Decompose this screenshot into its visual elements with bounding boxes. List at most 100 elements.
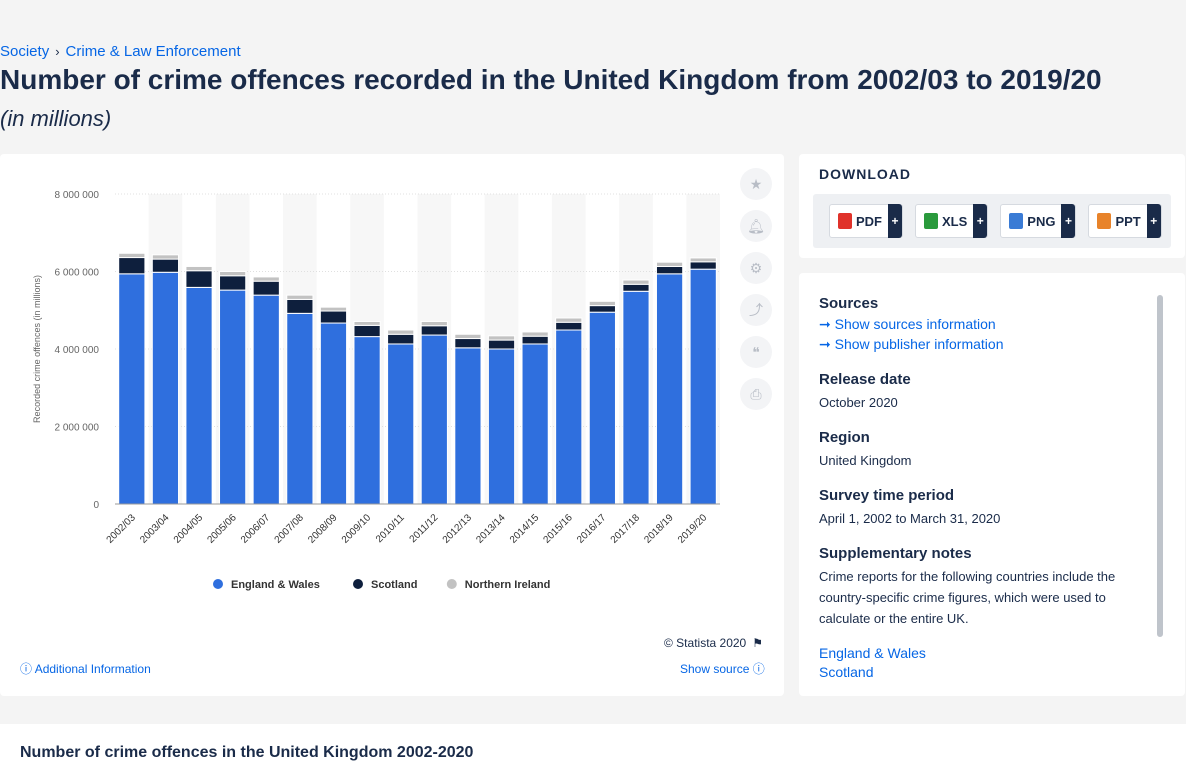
bar-scotland — [387, 333, 415, 345]
plus-icon[interactable]: + — [973, 204, 988, 238]
bar-scotland — [555, 321, 583, 331]
breadcrumb-separator: › — [55, 44, 60, 59]
bar-northern-ireland — [689, 257, 717, 263]
bar-england-wales — [118, 273, 146, 505]
additional-info-link[interactable]: ⓘ Additional Information — [20, 660, 151, 677]
region-heading: Region — [819, 429, 870, 446]
bar-scotland — [622, 283, 650, 292]
x-tick-label: 2017/18 — [609, 512, 643, 546]
legend-label: Northern Ireland — [465, 579, 551, 591]
bar-scotland — [151, 258, 180, 273]
bar-scotland — [252, 280, 280, 296]
region-value: United Kingdom — [819, 453, 912, 468]
supp-heading: Supplementary notes — [819, 545, 972, 562]
bar-england-wales — [353, 336, 381, 505]
share-icon[interactable]: ⤴ — [740, 294, 772, 326]
y-tick-label: 8 000 000 — [55, 190, 100, 201]
page-title: Number of crime offences recorded in the… — [0, 64, 1102, 95]
x-tick-label: 2008/09 — [306, 512, 340, 546]
stacked-bar-chart: 0 2 000 000 4 000 000 6 000 000 8 000 000 Rec… — [32, 190, 720, 591]
quote-icon[interactable]: ❝ — [740, 336, 772, 368]
x-tick-label: 2007/08 — [273, 512, 307, 546]
plus-icon[interactable]: + — [1061, 204, 1076, 238]
bar-scotland — [319, 310, 348, 324]
x-tick-label: 2011/12 — [408, 512, 441, 545]
supp-value: Crime reports for the following countrie… — [819, 569, 1116, 626]
download-png-button[interactable]: PNG + — [1000, 204, 1077, 238]
bar-northern-ireland — [219, 271, 247, 277]
bar-england-wales — [588, 311, 616, 505]
xls-icon — [924, 213, 938, 229]
bar-scotland — [118, 257, 146, 275]
bar-england-wales — [521, 343, 549, 505]
bar-scotland — [689, 261, 717, 270]
print-icon[interactable]: ⎙ — [740, 378, 772, 410]
x-tick-label: 2019/20 — [676, 512, 710, 546]
star-icon[interactable]: ★ — [740, 168, 772, 200]
bar-northern-ireland — [588, 300, 616, 307]
ppt-icon — [1097, 213, 1112, 229]
statista-credit: © Statista 2020 ⚑ — [664, 636, 763, 650]
bar-scotland — [521, 335, 549, 345]
download-pdf-button[interactable]: PDF + — [829, 204, 903, 238]
breadcrumb-society[interactable]: Society — [0, 43, 50, 60]
plus-icon[interactable]: + — [1146, 204, 1161, 238]
y-tick-label: 6 000 000 — [55, 268, 100, 279]
bar-scotland — [420, 325, 448, 336]
x-tick-label: 2010/11 — [374, 512, 407, 545]
download-xls-button[interactable]: XLS + — [915, 204, 989, 238]
bar-northern-ireland — [420, 320, 448, 327]
x-tick-label: 2002/03 — [105, 512, 139, 546]
scotland-link[interactable]: Scotland — [819, 664, 874, 680]
bar-england-wales — [151, 271, 180, 505]
show-publisher-link[interactable]: ➞ Show publisher information — [819, 336, 1149, 353]
bar-england-wales — [655, 273, 684, 505]
pdf-icon — [838, 213, 852, 229]
x-tick-label: 2003/04 — [138, 512, 172, 546]
scrollbar[interactable] — [1157, 295, 1163, 637]
bar-northern-ireland — [521, 331, 549, 337]
england-wales-link[interactable]: England & Wales — [819, 645, 926, 661]
x-tick-label: 2014/15 — [508, 512, 542, 546]
breadcrumb-crime[interactable]: Crime & Law Enforcement — [65, 43, 241, 60]
related-title[interactable]: Number of crime offences in the United K… — [20, 744, 474, 761]
credit-text: © Statista 2020 — [664, 636, 747, 650]
bell-icon[interactable]: 🔔︎ — [740, 210, 772, 242]
bar-northern-ireland — [185, 265, 213, 272]
info-card: Sources ➞ Show sources information ➞ Sho… — [799, 273, 1185, 696]
survey-value: April 1, 2002 to March 31, 2020 — [819, 511, 1001, 526]
x-tick-label: 2015/16 — [542, 512, 576, 546]
flag-icon[interactable]: ⚑ — [752, 636, 763, 650]
bar-northern-ireland — [319, 306, 348, 312]
bar-england-wales — [420, 334, 448, 505]
gear-icon[interactable]: ⚙ — [740, 252, 772, 284]
x-tick-label: 2009/10 — [340, 512, 374, 546]
plus-icon[interactable]: + — [888, 204, 902, 238]
x-tick-label: 2018/19 — [642, 512, 676, 546]
download-label: PDF — [856, 213, 882, 229]
bar-scotland — [353, 324, 381, 338]
show-source-link[interactable]: Show source ⓘ — [680, 660, 765, 677]
bar-scotland — [219, 275, 247, 291]
y-axis-label: Recorded crime offences (in millions) — [32, 275, 42, 423]
bar-northern-ireland — [622, 279, 650, 285]
bar-scotland — [185, 270, 213, 288]
download-title: DOWNLOAD — [819, 166, 911, 182]
download-card: DOWNLOAD PDF + XLS + PNG + PPT + — [799, 154, 1185, 258]
bar-england-wales — [555, 329, 583, 505]
show-sources-link[interactable]: ➞ Show sources information — [819, 316, 1149, 333]
legend-marker — [353, 579, 363, 589]
bar-northern-ireland — [151, 254, 180, 260]
bar-scotland — [588, 305, 616, 313]
bar-northern-ireland — [353, 320, 381, 326]
download-label: PNG — [1027, 213, 1056, 229]
download-ppt-button[interactable]: PPT + — [1088, 204, 1162, 238]
show-source-label: Show source — [680, 662, 750, 676]
legend-label: Scotland — [371, 579, 417, 591]
y-tick-label: 4 000 000 — [55, 345, 100, 356]
chart-toolbar: ★ 🔔︎ ⚙ ⤴ ❝ ⎙ — [740, 168, 772, 410]
bar-scotland — [655, 265, 684, 275]
bar-england-wales — [387, 343, 415, 505]
download-buttons: PDF + XLS + PNG + PPT + — [813, 194, 1171, 248]
bar-england-wales — [319, 322, 348, 505]
